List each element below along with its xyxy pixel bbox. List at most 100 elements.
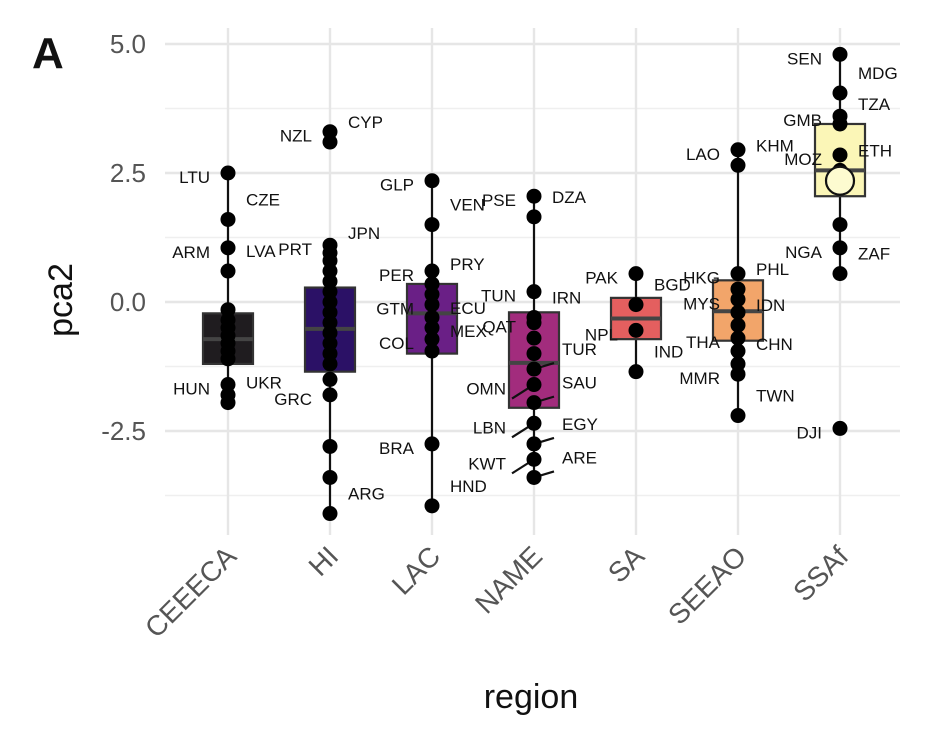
data-point: [322, 371, 338, 387]
data-point: [628, 364, 644, 380]
points-layer: [220, 46, 856, 522]
point-label: CHN: [756, 335, 793, 354]
data-point: [424, 173, 440, 189]
data-point: [526, 436, 542, 452]
data-point: [322, 294, 338, 310]
data-point: [322, 263, 338, 279]
point-label: GMB: [783, 111, 822, 130]
data-point: [628, 322, 644, 338]
data-point: [832, 116, 848, 132]
point-label: VEN: [450, 196, 485, 215]
data-point: [832, 217, 848, 233]
point-label: LAO: [686, 145, 720, 164]
point-label: ARG: [348, 485, 385, 504]
data-point: [832, 85, 848, 101]
point-label: NZL: [280, 127, 312, 146]
data-point: [526, 346, 542, 362]
point-label: IND: [654, 343, 683, 362]
data-point: [730, 157, 746, 173]
data-point: [832, 266, 848, 282]
data-point: [730, 356, 746, 372]
point-label: QAT: [482, 318, 516, 337]
data-point: [424, 297, 440, 313]
point-label: PRT: [278, 240, 312, 259]
point-label: PSE: [482, 191, 516, 210]
y-axis-ticks: 5.0 2.5 0.0 -2.5: [101, 29, 146, 446]
data-point: [832, 46, 848, 62]
data-point: [424, 217, 440, 233]
point-label: UKR: [246, 374, 282, 393]
point-label: PHL: [756, 260, 789, 279]
data-point: [322, 346, 338, 362]
point-label: TWN: [756, 387, 795, 406]
data-point: [220, 263, 236, 279]
point-label: MEX: [450, 322, 487, 341]
data-point: [322, 469, 338, 485]
data-point: [628, 266, 644, 282]
point-label: THA: [686, 333, 721, 352]
data-point: [322, 124, 338, 140]
data-point: [832, 147, 848, 163]
point-label: HUN: [173, 380, 210, 399]
point-label: GLP: [380, 176, 414, 195]
point-label: SEN: [787, 49, 822, 68]
point-label: CYP: [348, 113, 383, 132]
point-label: EGY: [562, 415, 598, 434]
data-point: [526, 451, 542, 467]
data-point: [730, 304, 746, 320]
y-tick-label: 2.5: [110, 158, 146, 188]
point-label: IDN: [756, 296, 785, 315]
point-label: BGD: [654, 276, 691, 295]
point-label: LVA: [246, 242, 276, 261]
point-label: HND: [450, 477, 487, 496]
point-label: KWT: [468, 454, 506, 473]
data-point: [322, 253, 338, 269]
point-label: ETH: [858, 141, 892, 160]
data-point: [424, 436, 440, 452]
point-label: CZE: [246, 190, 280, 209]
data-point: [220, 395, 236, 411]
data-point: [220, 302, 236, 318]
data-point: [730, 291, 746, 307]
point-label: TUN: [481, 287, 516, 306]
data-point: [730, 266, 746, 282]
point-label: ARE: [562, 448, 597, 467]
data-point: [526, 284, 542, 300]
data-point: [526, 209, 542, 225]
data-point: [832, 240, 848, 256]
point-label: IRN: [552, 288, 581, 307]
point-label: TUR: [562, 340, 597, 359]
data-point: [322, 315, 338, 331]
data-point: [730, 317, 746, 333]
data-point: [526, 315, 542, 331]
point-label: LTU: [179, 168, 210, 187]
y-tick-label: 0.0: [110, 287, 146, 317]
point-label: PER: [379, 266, 414, 285]
data-point: [526, 377, 542, 393]
data-point: [832, 420, 848, 436]
data-point: [526, 188, 542, 204]
data-point: [220, 165, 236, 181]
point-label: MMR: [679, 369, 720, 388]
point-label: MDG: [858, 64, 898, 83]
data-point: [730, 142, 746, 158]
data-point: [424, 498, 440, 514]
data-point: [424, 286, 440, 302]
point-label: KHM: [756, 136, 794, 155]
data-point: [322, 304, 338, 320]
point-label: ZAF: [858, 245, 890, 264]
point-label: GTM: [376, 300, 414, 319]
point-label: JPN: [348, 224, 380, 243]
y-axis-title: pca2: [42, 263, 80, 337]
point-label: OMN: [466, 380, 506, 399]
y-tick-label: 5.0: [110, 29, 146, 59]
data-point: [424, 276, 440, 292]
data-point: [220, 240, 236, 256]
point-labels-layer: LTU CZE ARM LVA HUN UKR NZL CYP PRT JPN GRC ARG GLP V…: [172, 49, 897, 503]
data-point: [526, 330, 542, 346]
point-label: ARM: [172, 243, 210, 262]
data-point: [730, 366, 746, 382]
data-point: [220, 377, 236, 393]
point-label: SAU: [562, 374, 597, 393]
